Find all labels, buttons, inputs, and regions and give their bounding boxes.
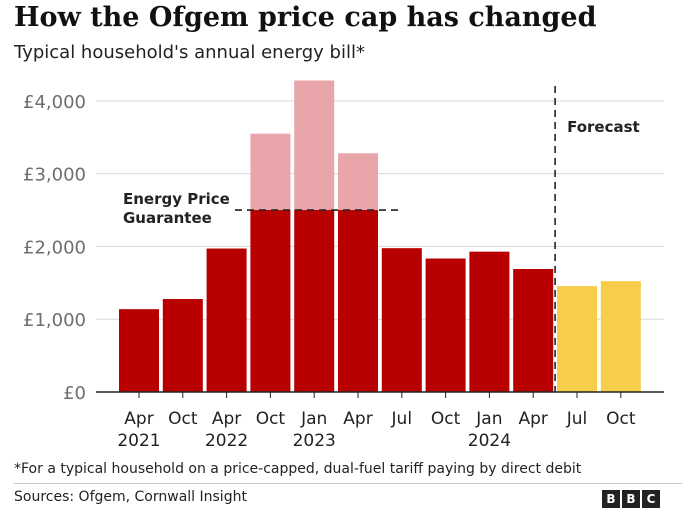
x-tick-label: Oct (606, 409, 636, 429)
x-tick-year-label: 2024 (468, 431, 511, 451)
bar-actual (513, 268, 554, 392)
x-tick-label: Apr (343, 409, 372, 429)
bar-actual (162, 299, 203, 392)
bar-actual (338, 210, 378, 392)
logo-letter: B (622, 490, 640, 508)
chart-subtitle: Typical household's annual energy bill* (14, 42, 365, 63)
bar-actual (250, 210, 291, 392)
bar-above-guarantee (338, 153, 378, 211)
bar-forecast (557, 286, 597, 392)
x-tick-label: Oct (168, 409, 198, 429)
y-tick-label: £0 (63, 383, 86, 404)
bar-forecast (600, 281, 641, 392)
x-tick-label: Jan (300, 409, 327, 429)
x-tick-label: Oct (431, 409, 461, 429)
bar-actual (381, 248, 422, 392)
x-tick-label: Apr (212, 409, 241, 429)
y-tick-label: £2,000 (23, 237, 86, 258)
logo-letter: B (602, 490, 620, 508)
footnote: *For a typical household on a price-capp… (14, 461, 582, 477)
divider (14, 483, 682, 484)
x-tick-label: Jul (391, 409, 413, 429)
x-tick-year-label: 2023 (293, 431, 336, 451)
logo-letter: C (642, 490, 660, 508)
x-tick-year-label: 2021 (117, 431, 160, 451)
bar-actual (425, 258, 466, 392)
y-tick-label: £4,000 (23, 92, 86, 113)
bbc-logo: B B C (602, 490, 660, 508)
bar-actual (469, 251, 510, 392)
bar-above-guarantee (250, 133, 291, 211)
x-tick-label: Apr (124, 409, 153, 429)
guarantee-label: Energy Price (123, 190, 230, 208)
y-tick-label: £1,000 (23, 310, 86, 331)
guarantee-label: Guarantee (123, 209, 212, 227)
bar-actual (294, 210, 335, 392)
y-tick-label: £3,000 (23, 165, 86, 186)
x-tick-label: Oct (256, 409, 286, 429)
bar-actual (119, 309, 159, 392)
forecast-label: Forecast (567, 118, 640, 136)
bar-above-guarantee (294, 80, 335, 211)
x-tick-year-label: 2022 (205, 431, 248, 451)
y-axis-tick-labels: £0 £1,000 £2,000 £3,000 £4,000 (23, 92, 86, 404)
chart-title: How the Ofgem price cap has changed (14, 2, 597, 33)
sources-text: Sources: Ofgem, Cornwall Insight (14, 489, 247, 505)
x-tick-label: Jan (475, 409, 502, 429)
bars (96, 80, 664, 393)
x-tick-label: Apr (518, 409, 547, 429)
bar-actual (206, 248, 247, 392)
x-tick-label: Jul (566, 409, 588, 429)
